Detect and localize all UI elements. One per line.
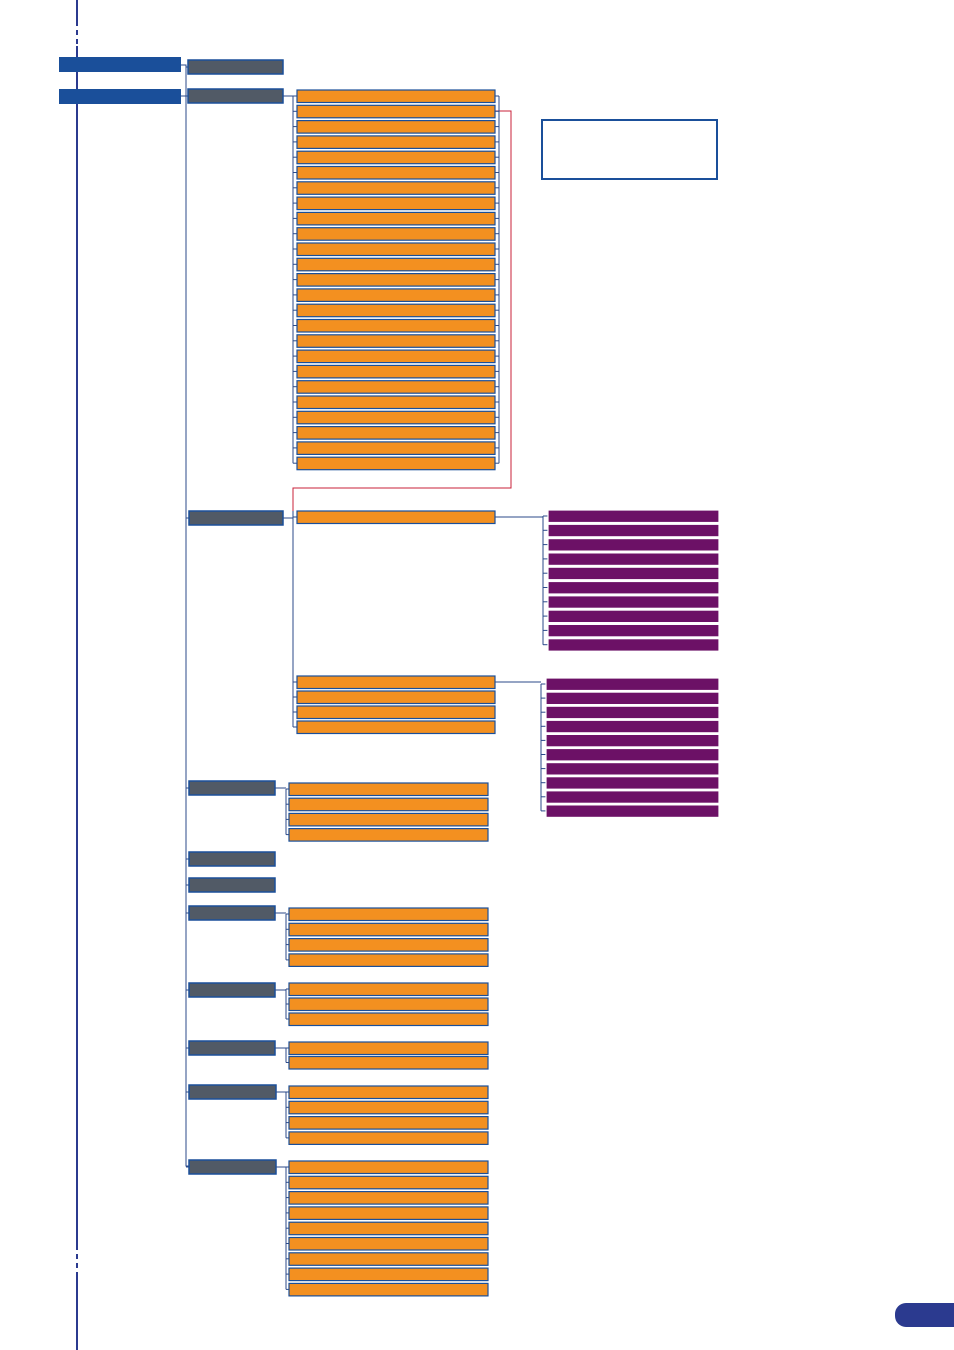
menu-box [188,510,284,526]
root-box [59,57,181,72]
submenu-box [296,181,496,195]
option-box [545,776,720,790]
menu-box [188,851,276,867]
submenu-box [296,119,496,134]
submenu-box [288,1282,489,1297]
root-box [59,89,181,104]
option-box [545,761,720,776]
option-box [547,595,720,609]
submenu-box [288,1206,489,1221]
option-box [547,566,720,581]
submenu-box [288,922,489,937]
submenu-box [288,812,489,827]
page-tab [895,1303,954,1327]
submenu-box [288,937,489,952]
submenu-box [288,827,489,842]
submenu-box [296,273,496,287]
submenu-box [296,441,496,455]
submenu-box [288,1055,489,1070]
submenu-box [296,690,496,705]
submenu-box [296,150,496,165]
submenu-box [296,165,496,180]
option-box [545,719,720,734]
menu-box [188,780,276,796]
submenu-box [296,227,496,241]
submenu-box [288,1221,489,1236]
option-box [547,580,720,595]
submenu-box [288,1131,489,1146]
menu-box [187,88,284,104]
note-box [541,119,718,180]
submenu-box [288,982,489,997]
submenu-box [296,211,496,226]
menu-box [187,59,284,75]
submenu-box [296,334,496,348]
submenu-box [288,1085,489,1100]
link-line [292,110,512,511]
submenu-box [288,1267,489,1282]
submenu-box [288,1115,489,1130]
submenu-box [296,380,496,394]
option-box [545,691,720,706]
submenu-box [288,1252,489,1266]
submenu-box [288,782,489,797]
submenu-box [288,1160,489,1175]
submenu-box [296,257,496,272]
submenu-box [296,349,496,364]
submenu-box [296,426,496,440]
option-box [547,552,720,567]
submenu-box [288,797,489,812]
submenu-box [296,104,496,119]
option-box [547,638,720,652]
option-box [545,677,720,692]
option-box [547,609,720,624]
option-box [547,537,720,552]
submenu-box [296,675,496,690]
option-box [547,623,720,638]
menu-box [188,1084,277,1100]
option-box [545,747,720,762]
option-box [545,790,720,804]
submenu-box [288,1236,489,1251]
submenu-box [288,1012,489,1027]
submenu-box [296,395,496,410]
submenu-box [296,410,496,425]
submenu-box [296,242,496,257]
submenu-box [288,1190,489,1205]
submenu-box [296,456,496,471]
submenu-box [296,720,496,735]
submenu-box [296,303,496,318]
submenu-box [296,510,496,525]
option-box [545,804,720,819]
submenu-box [296,364,496,379]
submenu-box [296,89,496,104]
submenu-box [296,288,496,302]
submenu-box [296,135,496,149]
option-box [545,733,720,748]
submenu-box [288,997,489,1012]
submenu-box [288,1175,489,1190]
submenu-box [296,318,496,333]
submenu-box [296,196,496,211]
submenu-box [288,1100,489,1115]
submenu-box [288,907,489,922]
trunk-line [181,64,189,1167]
submenu-box [296,705,496,720]
submenu-box [288,953,489,968]
menu-box [188,1040,276,1056]
option-box [547,509,720,524]
menu-box [188,1159,277,1175]
submenu-box [288,1041,489,1056]
menu-box [188,982,276,998]
option-box [545,705,720,720]
option-box [547,523,720,538]
menu-box [188,905,276,921]
menu-box [188,877,276,893]
